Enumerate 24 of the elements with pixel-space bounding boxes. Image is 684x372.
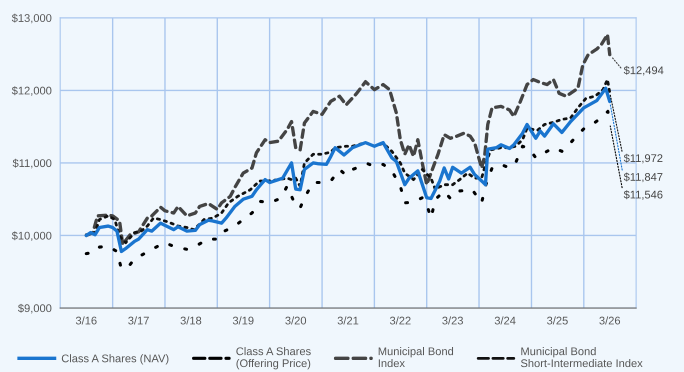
x-tick-label: 3/19 [232, 316, 254, 325]
x-tick-label: 3/23 [442, 316, 463, 325]
y-tick-label: $9,000 [18, 304, 52, 314]
annotation: $11,847 [624, 172, 662, 182]
y-tick-label: $11,000 [12, 158, 52, 168]
annotation: $12,494 [624, 66, 664, 76]
x-tick-label: 3/20 [285, 316, 306, 325]
annotation: $11,546 [624, 190, 662, 200]
x-tick-label: 3/17 [128, 316, 149, 325]
y-tick-label: $10,000 [12, 231, 52, 241]
x-tick-label: 3/26 [599, 316, 620, 325]
legend-label: Municipal Bond Short-Intermediate Index [520, 347, 643, 368]
x-tick-label: 3/18 [180, 316, 202, 325]
annotation: $11,972 [624, 154, 662, 164]
y-tick-label: $13,000 [12, 14, 52, 24]
x-tick-label: 3/16 [76, 316, 97, 325]
x-tick-label: 3/21 [338, 316, 358, 325]
x-tick-label: 3/25 [547, 316, 568, 325]
legend-label: Class A Shares (NAV) [62, 354, 168, 365]
y-tick-label: $12,000 [12, 86, 52, 96]
legend-label: Class A Shares (Offering Price) [236, 347, 311, 370]
x-tick-label: 3/22 [390, 316, 411, 325]
legend-label: Municipal Bond Index [378, 347, 454, 368]
x-tick-label: 3/24 [494, 316, 516, 325]
